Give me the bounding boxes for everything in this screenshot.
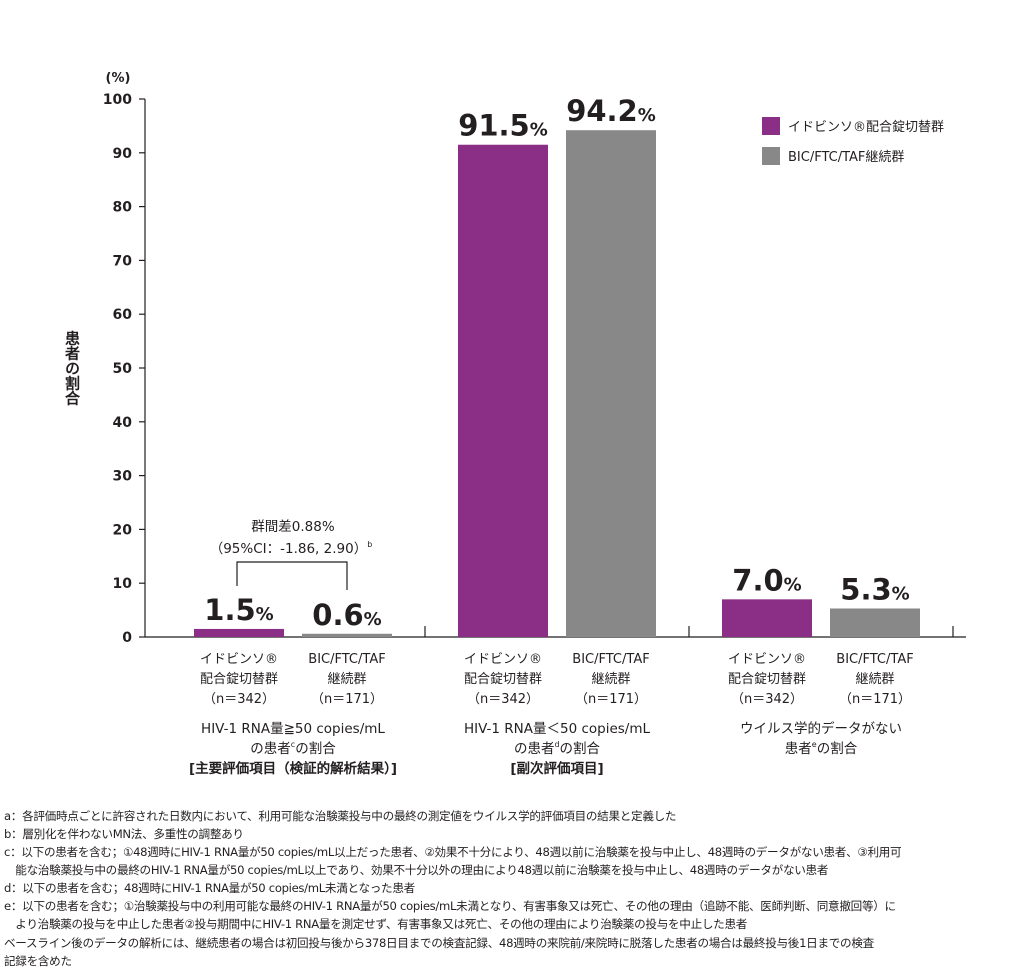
group-label-pre: の患者	[250, 741, 291, 757]
group-label: ウイルス学的データがない	[740, 720, 902, 737]
group-label: の患者cの割合	[250, 740, 336, 757]
y-unit-label: (%)	[106, 71, 131, 86]
bar-continue	[830, 608, 920, 637]
annotation-ci-text: （95%CI：-1.86, 2.90）	[210, 541, 368, 557]
y-tick-label: 0	[122, 630, 132, 646]
y-tick-label: 60	[113, 307, 133, 323]
group-label: 患者eの割合	[785, 740, 858, 757]
footnote: c：以下の患者を含む；①48週時にHIV-1 RNA量が50 copies/mL…	[4, 845, 902, 859]
y-tick-label: 70	[113, 253, 133, 269]
value-number: 7.0	[732, 563, 783, 597]
bar-value-label: 5.3%	[840, 572, 909, 606]
group-label-pre: の患者	[514, 741, 555, 757]
bar-value-label: 1.5%	[204, 593, 273, 627]
value-suffix: %	[892, 583, 910, 604]
bar-category-label: イドビンソ®	[728, 652, 806, 667]
group-label-sup: e	[812, 740, 817, 749]
group-label: HIV-1 RNA量＜50 copies/mL	[464, 721, 651, 737]
value-number: 1.5	[204, 593, 255, 627]
y-tick-label: 40	[113, 415, 133, 431]
bar-category-label: （n＝171）	[839, 692, 911, 707]
group-label-pre: HIV-1 RNA量≧50 copies/mL	[201, 721, 385, 737]
group-label: [主要評価項目（検証的解析結果）]	[189, 760, 397, 777]
bar-category-label: BIC/FTC/TAF	[572, 652, 649, 667]
group-label: の患者dの割合	[514, 740, 601, 757]
legend-label: BIC/FTC/TAF継続群	[788, 150, 904, 165]
y-tick-label: 80	[113, 200, 133, 216]
group-label-pre: HIV-1 RNA量＜50 copies/mL	[464, 721, 651, 737]
footnote: e：以下の患者を含む；①治験薬投与中の利用可能な最終のHIV-1 RNA量が50…	[4, 899, 896, 913]
value-suffix: %	[364, 609, 382, 630]
y-tick-label: 30	[113, 469, 133, 485]
value-suffix: %	[784, 574, 802, 595]
value-suffix: %	[530, 120, 548, 141]
value-number: 91.5	[458, 109, 530, 143]
value-number: 94.2	[566, 94, 638, 128]
group-label-post: の割合	[560, 740, 601, 757]
group-label: HIV-1 RNA量≧50 copies/mL	[201, 721, 385, 737]
value-number: 5.3	[840, 572, 891, 606]
bar-category-label: 配合錠切替群	[728, 672, 806, 687]
bar-category-label: イドビンソ®	[200, 652, 278, 667]
bar-category-label: （n＝342）	[203, 692, 275, 707]
footnote: d：以下の患者を含む；48週時にHIV-1 RNA量が50 copies/mL未…	[4, 881, 415, 895]
bar-category-label: BIC/FTC/TAF	[836, 652, 913, 667]
footnote: a：各評価時点ごとに許容された日数内において、利用可能な治験薬投与中の最終の測定…	[4, 809, 677, 823]
value-number: 0.6	[312, 598, 363, 632]
bar-category-label: イドビンソ®	[464, 652, 542, 667]
annotation-ci: （95%CI：-1.86, 2.90）b	[210, 540, 373, 557]
legend-label: イドビンソ®配合錠切替群	[788, 120, 944, 135]
bar-category-label: （n＝171）	[575, 692, 647, 707]
value-suffix: %	[638, 105, 656, 126]
value-suffix: %	[256, 604, 274, 625]
bar-category-label: 配合錠切替群	[200, 672, 278, 687]
bar-switch	[458, 144, 548, 638]
bar-continue	[302, 633, 392, 637]
bar-category-label: 配合錠切替群	[464, 672, 542, 687]
bar-chart: 0102030405060708090100(%)患者の割合1.5%イドビンソ®…	[63, 71, 966, 777]
footnote: 能な治験薬投与中の最終のHIV-1 RNA量が50 copies/mL以上であり…	[4, 863, 829, 877]
footnote: より治験薬の投与を中止した患者②投与期間中にHIV-1 RNA量を測定せず、有害…	[4, 917, 748, 931]
y-tick-label: 100	[103, 92, 132, 108]
group-label-post: の割合	[817, 740, 858, 757]
y-tick-label: 10	[113, 576, 133, 592]
y-tick-label: 20	[113, 522, 133, 538]
annotation-sup: b	[367, 540, 372, 549]
bar-category-label: （n＝342）	[731, 692, 803, 707]
annotation-difference: 群間差0.88%	[251, 519, 335, 535]
footnote: ベースライン後のデータの解析には、継続患者の場合は初回投与後から378日目までの…	[4, 936, 874, 950]
y-tick-label: 90	[113, 146, 133, 162]
bar-category-label: 継続群	[855, 672, 894, 687]
legend-swatch-switch	[762, 117, 780, 135]
group-label-post: の割合	[295, 740, 336, 757]
group-label-pre: ウイルス学的データがない	[740, 720, 902, 737]
bar-value-label: 7.0%	[732, 563, 801, 597]
y-axis-label: 患者の割合	[63, 330, 81, 407]
bar-value-label: 94.2%	[566, 94, 656, 128]
bar-category-label: 継続群	[591, 672, 630, 687]
group-label: [副次評価項目]	[510, 760, 603, 777]
bar-continue	[566, 130, 656, 638]
bar-category-label: 継続群	[327, 672, 366, 687]
legend-swatch-continue	[762, 147, 780, 165]
bar-category-label: BIC/FTC/TAF	[308, 652, 385, 667]
group-label-pre: 患者	[785, 741, 812, 757]
bar-switch	[722, 599, 812, 637]
bar-value-label: 91.5%	[458, 109, 548, 143]
bar-value-label: 0.6%	[312, 598, 381, 632]
group-label-pre: [副次評価項目]	[510, 760, 603, 777]
group-label-sup: d	[554, 740, 559, 749]
bar-category-label: （n＝171）	[311, 692, 383, 707]
bar-category-label: （n＝342）	[467, 692, 539, 707]
group-label-sup: c	[291, 740, 295, 749]
group-label-pre: [主要評価項目（検証的解析結果）]	[189, 760, 397, 777]
y-tick-label: 50	[113, 361, 133, 377]
significance-bracket	[236, 561, 348, 590]
bar-switch	[194, 628, 284, 637]
footnote: b：層別化を伴わないMN法、多重性の調整あり	[4, 827, 244, 841]
footnote: 記録を含めた	[4, 954, 72, 968]
